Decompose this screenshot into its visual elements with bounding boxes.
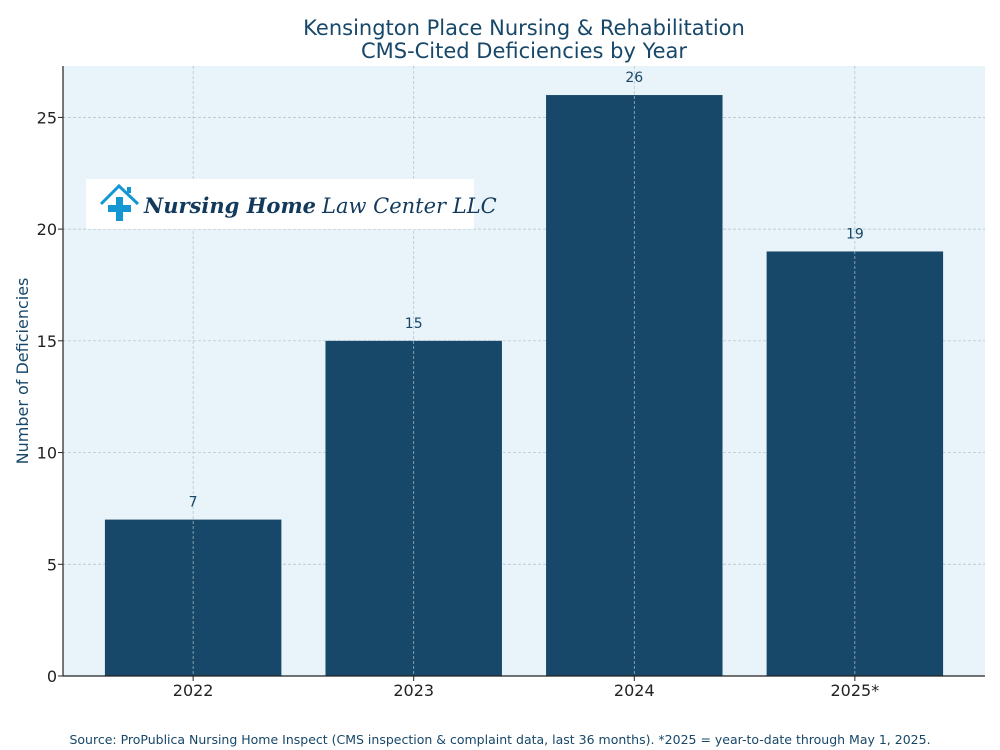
- data-label: 7: [189, 495, 198, 511]
- y-tick-label: 25: [37, 108, 57, 127]
- house-cross-icon: [99, 183, 140, 221]
- y-tick-label: 5: [47, 555, 57, 574]
- x-tick-label: 2023: [393, 681, 434, 700]
- y-axis-label: Number of Deficiencies: [13, 278, 32, 465]
- y-tick-label: 10: [37, 444, 57, 463]
- logo-text-regular: Law Center LLC: [321, 194, 497, 218]
- y-tick-label: 15: [37, 332, 57, 351]
- chart-title-line2: CMS-Cited Deficiencies by Year: [361, 39, 687, 63]
- x-tick-label: 2025*: [831, 681, 880, 700]
- y-tick-label: 20: [37, 220, 57, 239]
- footnote: Source: ProPublica Nursing Home Inspect …: [69, 732, 930, 747]
- data-label: 19: [846, 226, 864, 242]
- chart-title-line1: Kensington Place Nursing & Rehabilitatio…: [303, 16, 745, 40]
- y-tick-label: 0: [47, 667, 57, 686]
- logo-text-bold: Nursing Home: [143, 193, 316, 218]
- data-label: 15: [405, 316, 423, 332]
- x-tick-label: 2022: [173, 681, 214, 700]
- data-label: 26: [625, 70, 643, 86]
- x-tick-label: 2024: [614, 681, 655, 700]
- logo: Nursing Home Law Center LLC: [86, 179, 497, 229]
